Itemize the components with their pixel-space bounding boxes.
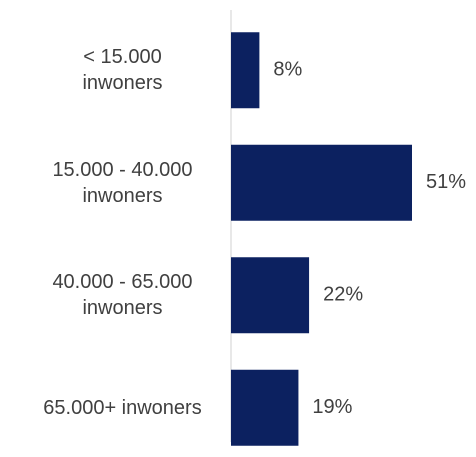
value-label: 51% [426,171,466,193]
value-label: 22% [323,284,363,306]
value-label: 8% [273,59,302,81]
bar [231,144,412,221]
category-label: 15.000 - 40.000 inwoners [52,158,193,207]
bar [231,257,310,334]
category-label: 65.000+ inwoners [43,396,202,419]
bar [231,32,260,109]
category-label: < 15.000 inwoners [82,46,163,95]
bar [231,369,299,446]
value-label: 19% [312,396,352,418]
category-label: 40.000 - 65.000 inwoners [52,271,193,320]
